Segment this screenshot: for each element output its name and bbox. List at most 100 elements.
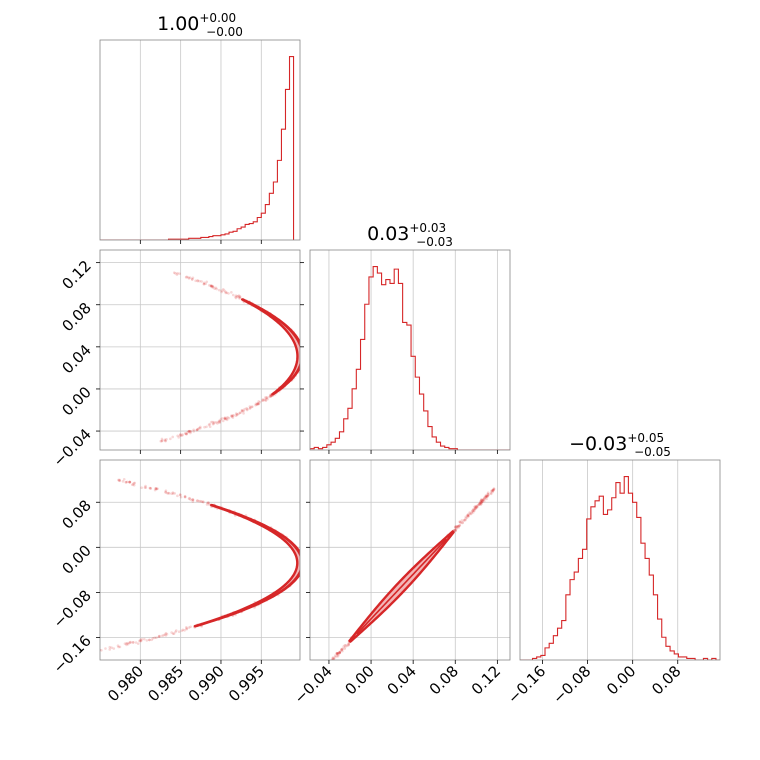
scatter-point bbox=[331, 657, 334, 660]
scatter-point bbox=[486, 494, 490, 498]
scatter-point bbox=[170, 492, 173, 496]
scatter-point bbox=[183, 495, 187, 499]
scatter-point bbox=[189, 430, 192, 434]
plot-layer: 1.00+0.00 −0.00 0.03+0.03 −0.03 −0.03+0.05 −0… bbox=[50, 11, 721, 707]
scatter-point bbox=[347, 642, 350, 646]
scatter-point bbox=[127, 641, 131, 645]
scatter-point bbox=[88, 652, 91, 655]
scatter-point bbox=[300, 352, 303, 355]
scatter-point bbox=[256, 402, 259, 406]
contour-region bbox=[240, 298, 300, 396]
scatter-point bbox=[219, 418, 223, 421]
scatter-point bbox=[347, 643, 350, 647]
scatter-point bbox=[256, 402, 259, 405]
scatter-point bbox=[230, 414, 233, 417]
scatter-point bbox=[221, 419, 225, 423]
scatter-point bbox=[187, 429, 191, 433]
scatter-point bbox=[301, 562, 304, 565]
scatter-point bbox=[163, 633, 167, 636]
scatter-point bbox=[211, 285, 214, 289]
diagonal-title: −0.03+0.05 −0.05 bbox=[569, 431, 671, 459]
scatter-point bbox=[457, 524, 460, 528]
scatter-point bbox=[207, 501, 210, 505]
scatter-point bbox=[157, 635, 161, 639]
scatter-point bbox=[340, 648, 344, 651]
scatter-point bbox=[133, 481, 137, 485]
scatter-point bbox=[174, 630, 177, 634]
scatter-point bbox=[241, 409, 244, 413]
scatter-point bbox=[485, 495, 489, 498]
scatter-point bbox=[194, 279, 197, 283]
scatter-point bbox=[132, 481, 136, 485]
scatter-point bbox=[166, 492, 169, 495]
scatter-point bbox=[183, 494, 187, 498]
scatter-point bbox=[236, 295, 240, 298]
scatter-point bbox=[205, 425, 208, 429]
scatter-point bbox=[201, 500, 205, 503]
scatter-point bbox=[261, 398, 265, 401]
scatter-point bbox=[216, 422, 219, 425]
scatter-point bbox=[160, 439, 164, 443]
x-tick-label: 0.995 bbox=[225, 662, 268, 705]
scatter-point bbox=[246, 407, 249, 411]
scatter-point bbox=[474, 506, 478, 509]
scatter-point bbox=[481, 500, 484, 504]
scatter-point bbox=[480, 498, 483, 502]
scatter-point bbox=[474, 507, 477, 510]
scatter-point bbox=[132, 483, 136, 487]
scatter-point bbox=[231, 416, 235, 419]
x-tick-label: 0.00 bbox=[342, 662, 378, 698]
x-tick-label: 0.985 bbox=[144, 662, 187, 705]
scatter-point bbox=[301, 563, 304, 566]
scatter-point bbox=[121, 480, 125, 483]
scatter-point bbox=[335, 652, 339, 655]
scatter-point bbox=[227, 416, 231, 420]
scatter-point bbox=[334, 654, 337, 657]
scatter-point bbox=[238, 295, 242, 298]
scatter-point bbox=[110, 646, 113, 649]
scatter-point bbox=[479, 499, 483, 503]
scatter-point bbox=[492, 487, 496, 490]
scatter-point bbox=[176, 494, 179, 498]
scatter-point bbox=[337, 653, 340, 657]
scatter-point bbox=[332, 657, 336, 660]
scatter-point bbox=[211, 285, 215, 288]
scatter-point bbox=[175, 273, 179, 276]
scatter-point bbox=[138, 639, 141, 643]
y-tick-label: 0.00 bbox=[58, 383, 94, 419]
scatter-point bbox=[191, 498, 195, 501]
scatter-point bbox=[300, 559, 303, 562]
scatter-point bbox=[480, 501, 483, 504]
scatter-point bbox=[480, 500, 484, 504]
scatter-point bbox=[464, 518, 467, 522]
scatter-point bbox=[242, 409, 245, 413]
scatter-point bbox=[100, 648, 103, 652]
scatter-point bbox=[220, 289, 224, 293]
scatter-point bbox=[455, 525, 458, 528]
scatter-point bbox=[134, 641, 138, 644]
scatter-point bbox=[171, 492, 175, 495]
scatter-point bbox=[226, 415, 229, 419]
scatter-point bbox=[214, 286, 218, 290]
scatter-point bbox=[130, 483, 134, 487]
scatter-point bbox=[490, 489, 493, 493]
scatter-point bbox=[455, 526, 458, 529]
scatter-point bbox=[251, 405, 254, 408]
scatter-point bbox=[180, 629, 184, 633]
scatter-point bbox=[210, 284, 213, 288]
scatter-point bbox=[461, 521, 464, 524]
scatter-point bbox=[129, 641, 132, 644]
histogram-line bbox=[520, 475, 720, 660]
scatter-point bbox=[335, 652, 339, 655]
scatter-point bbox=[478, 501, 482, 505]
scatter-point bbox=[221, 287, 225, 291]
scatter-point bbox=[335, 652, 339, 656]
scatter-point bbox=[248, 405, 252, 408]
scatter-point bbox=[187, 626, 191, 629]
scatter-point bbox=[167, 492, 171, 495]
scatter-point bbox=[176, 272, 179, 275]
scatter-point bbox=[261, 399, 264, 402]
scatter-point bbox=[483, 496, 486, 499]
scatter-point bbox=[486, 491, 490, 495]
scatter-point bbox=[301, 359, 304, 362]
